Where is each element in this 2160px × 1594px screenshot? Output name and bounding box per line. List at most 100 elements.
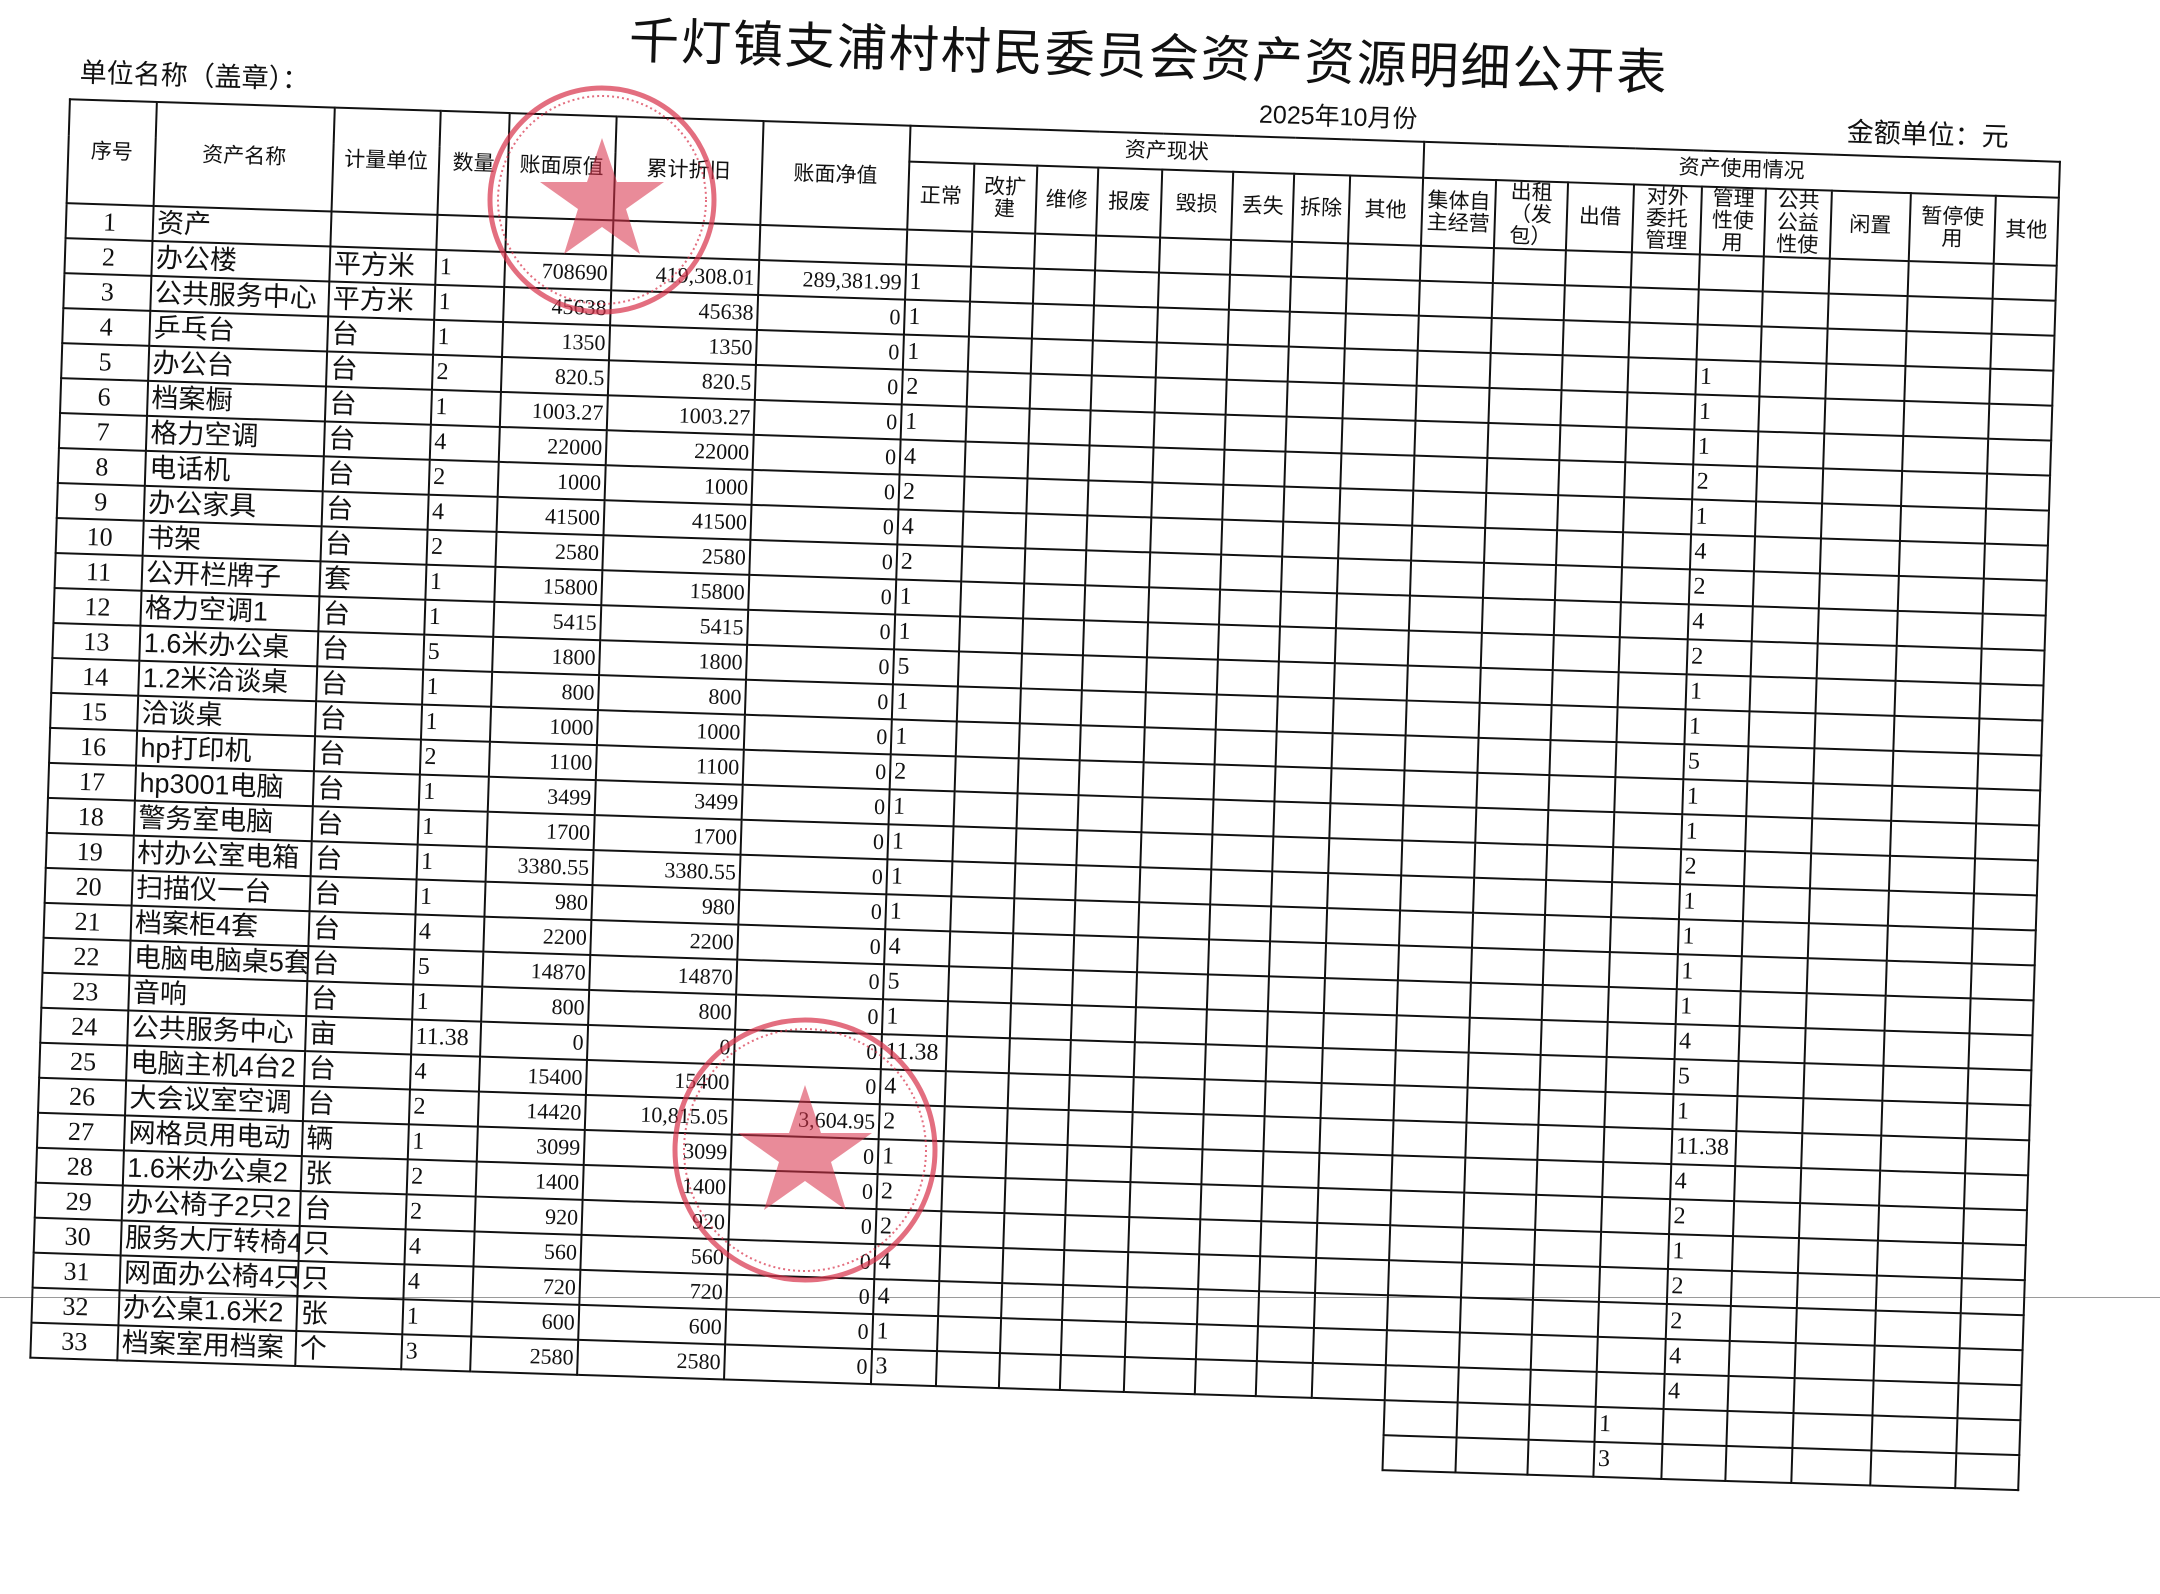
usage-cell [1416, 350, 1491, 388]
usage-cell [1735, 1131, 1803, 1169]
status-cell [1221, 519, 1284, 557]
usage-management: 1 [1678, 884, 1745, 922]
status-cell [1009, 1003, 1072, 1041]
status-cell [1029, 373, 1092, 411]
empty-area [293, 1401, 400, 1439]
original-value: 2200 [483, 916, 592, 956]
status-cell [952, 826, 1017, 864]
row-number: 7 [58, 413, 148, 451]
status-cell [1135, 972, 1208, 1010]
empty-area [997, 1423, 1059, 1460]
status-cell [1066, 1145, 1132, 1183]
accumulated-depreciation: 1700 [593, 815, 742, 855]
usage-cell [1966, 1103, 2031, 1141]
status-cell [1222, 484, 1285, 522]
header-status-2: 维修 [1035, 165, 1099, 236]
asset-name: hp3001电脑 [134, 765, 314, 807]
status-cell [1268, 941, 1327, 979]
usage-management: 4 [1664, 1338, 1730, 1376]
quantity: 4 [427, 494, 498, 532]
status-cell [1092, 305, 1158, 343]
header-usage-0: 集体自主经营 [1420, 177, 1497, 249]
status-cell [1320, 1083, 1395, 1121]
usage-cell [1737, 1061, 1805, 1099]
row-number: 23 [41, 972, 130, 1011]
status-cell [1075, 865, 1141, 903]
status-normal: 4 [879, 1069, 946, 1107]
status-cell [1010, 968, 1074, 1006]
status-cell [1276, 696, 1334, 734]
empty-area [1059, 1390, 1124, 1427]
status-cell [1345, 278, 1420, 316]
original-value: 560 [473, 1231, 582, 1270]
accumulated-depreciation: 10,815.05 [584, 1094, 733, 1135]
usage-cell [1621, 532, 1692, 570]
status-cell [1005, 1143, 1068, 1181]
status-cell [1285, 416, 1343, 454]
usage-cell [1801, 1133, 1882, 1171]
status-normal: 1 [902, 334, 969, 372]
row-number: 24 [40, 1007, 129, 1046]
usage-cell [1467, 1052, 1541, 1090]
usage-cell [1803, 1063, 1884, 1101]
empty-area [1310, 1433, 1384, 1470]
measure-unit: 只 [297, 1260, 405, 1300]
status-cell [1321, 1048, 1396, 1086]
status-cell [1123, 1357, 1196, 1395]
status-cell [951, 861, 1016, 899]
usage-cell [1745, 816, 1813, 854]
usage-cell [1625, 427, 1695, 465]
status-normal: 2 [901, 369, 968, 407]
usage-cell [1748, 711, 1816, 749]
measure-unit: 台 [302, 1086, 410, 1125]
row-number: 25 [39, 1042, 128, 1081]
usage-cell [1890, 820, 1977, 859]
status-cell [1326, 908, 1401, 946]
original-value: 2580 [470, 1336, 579, 1375]
row-number: 6 [60, 378, 149, 416]
net-value: 0 [728, 1204, 877, 1245]
usage-cell [1615, 742, 1685, 780]
header-usage-1: 出租（发包） [1493, 180, 1569, 251]
status-cell [1128, 1217, 1201, 1255]
usage-management: 1 [1691, 499, 1757, 537]
status-cell [1255, 1361, 1313, 1398]
status-cell [1224, 414, 1287, 452]
usage-cell [1464, 1157, 1538, 1195]
status-cell [946, 1001, 1011, 1039]
asset-name: 档案柜4套 [130, 905, 310, 947]
status-cell [1218, 589, 1282, 627]
empty-area [28, 1393, 116, 1431]
usage-cell [1885, 960, 1972, 999]
usage-cell [1406, 665, 1481, 703]
usage-cell [1396, 980, 1471, 1018]
status-cell [1272, 836, 1330, 874]
usage-cell [1455, 1437, 1529, 1475]
scan-artifact-line [0, 1297, 2160, 1298]
status-cell [1266, 1011, 1324, 1049]
header-depreciation: 累计折旧 [613, 116, 764, 225]
measure-unit: 套 [319, 561, 427, 600]
usage-cell [1395, 1015, 1470, 1053]
usage-cell [1479, 667, 1553, 706]
status-cell [970, 266, 1035, 304]
usage-cell [1886, 925, 1973, 964]
original-value: 3380.55 [485, 846, 594, 886]
status-normal: 1 [881, 999, 949, 1037]
usage-cell [1746, 781, 1814, 819]
status-cell [1139, 867, 1212, 905]
net-value: 0 [743, 714, 892, 755]
status-normal: 1 [886, 859, 953, 897]
usage-cell [1549, 740, 1617, 778]
usage-cell [1813, 748, 1894, 786]
row-number: 31 [32, 1252, 121, 1291]
net-value: 3,604.95 [731, 1099, 880, 1140]
asset-name: 格力空调 [145, 415, 325, 457]
usage-cell [1601, 1196, 1671, 1235]
status-cell [941, 1176, 1006, 1214]
status-cell [1317, 1187, 1392, 1226]
status-cell [1013, 898, 1076, 936]
status-cell [955, 721, 1020, 759]
usage-cell [1559, 425, 1627, 463]
usage-cell [1905, 331, 1992, 369]
